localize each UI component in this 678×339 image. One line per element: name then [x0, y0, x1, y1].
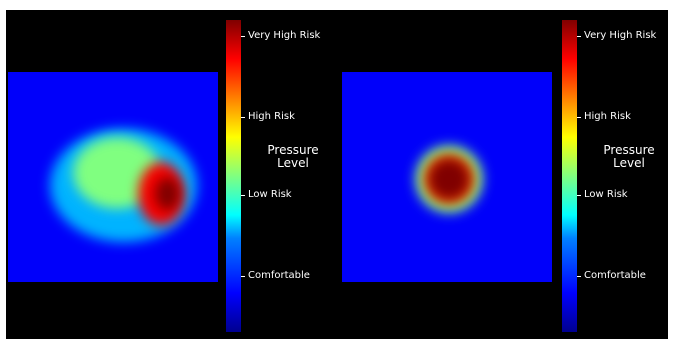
colorbar-tick-label: Low Risk — [248, 188, 292, 200]
pressure-heatmap-right — [342, 72, 552, 282]
colorbar-tick — [241, 275, 245, 277]
colorbar-tick-label: Comfortable — [248, 269, 310, 281]
pressure-region — [155, 177, 181, 211]
colorbar-left — [226, 20, 241, 332]
colorbar-title-line1: Pressure — [603, 143, 655, 157]
colorbar-tick-label: High Risk — [248, 110, 295, 122]
colorbar-tick-label: Low Risk — [584, 188, 628, 200]
colorbar-tick — [241, 116, 245, 118]
colorbar-tick-label: High Risk — [584, 110, 631, 122]
pressure-region — [428, 158, 471, 201]
colorbar-tick — [577, 116, 581, 118]
colorbar-tick-label: Very High Risk — [584, 29, 657, 41]
colorbar-title-line2: Level — [613, 156, 645, 170]
colorbar-right — [562, 20, 577, 332]
colorbar-tick — [577, 35, 581, 37]
heatmap-canvas — [8, 72, 218, 282]
pressure-panel-left: Pressure Level Comfortable Low Risk High R… — [6, 10, 337, 339]
colorbar-tick — [577, 194, 581, 196]
colorbar-tick — [241, 35, 245, 37]
colorbar-title-left: Pressure Level — [258, 144, 328, 170]
colorbar-title-right: Pressure Level — [594, 144, 664, 170]
colorbar-title-line2: Level — [277, 156, 309, 170]
figure: Pressure Level Comfortable Low Risk High R… — [6, 10, 668, 339]
colorbar-tick-label: Very High Risk — [248, 29, 321, 41]
colorbar-tick — [241, 194, 245, 196]
heatmap-canvas — [342, 72, 552, 282]
pressure-panel-right: Pressure Level Comfortable Low Risk High R… — [342, 10, 673, 339]
colorbar-tick-label: Comfortable — [584, 269, 646, 281]
pressure-heatmap-left — [8, 72, 218, 282]
colorbar-title-line1: Pressure — [267, 143, 319, 157]
colorbar-tick — [577, 275, 581, 277]
